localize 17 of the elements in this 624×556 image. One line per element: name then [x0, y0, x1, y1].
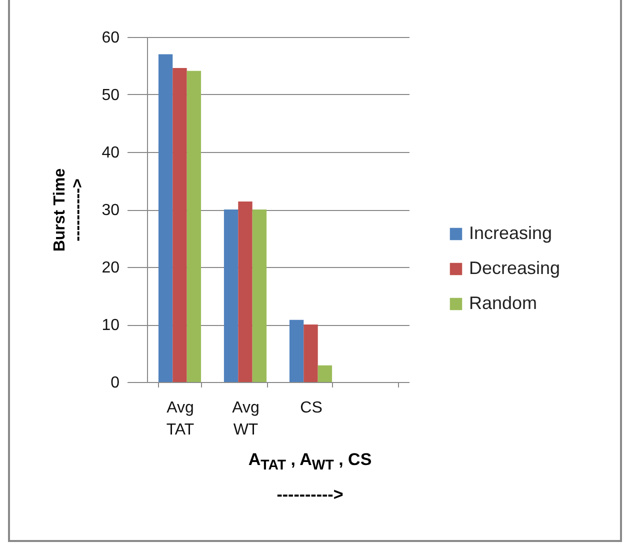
x-tick-label: CS [300, 400, 322, 416]
y-tick-label: 60 [102, 30, 120, 46]
y-tick-label: 40 [102, 144, 120, 162]
x-axis-title: A$_{TAT}$ , A$_{WT}$ , CS [247, 449, 373, 476]
y-tick-label: 20 [102, 260, 120, 276]
y-tick-label: 10 [102, 317, 120, 334]
x-tick-label: Avg TAT [166, 400, 194, 438]
x-tick-label: Avg WT [232, 400, 260, 438]
y-tick-label: 30 [102, 202, 120, 219]
legend-label: Increasing [469, 223, 552, 243]
text: ----------> [276, 484, 344, 506]
text: ----------> [70, 178, 87, 242]
y-axis-title: Burst Time [52, 168, 69, 252]
legend-label: Random [469, 293, 538, 313]
legend-label: Decreasing [469, 258, 560, 278]
y-tick-label: 0 [110, 374, 120, 392]
y-tick-label: 50 [102, 87, 120, 104]
